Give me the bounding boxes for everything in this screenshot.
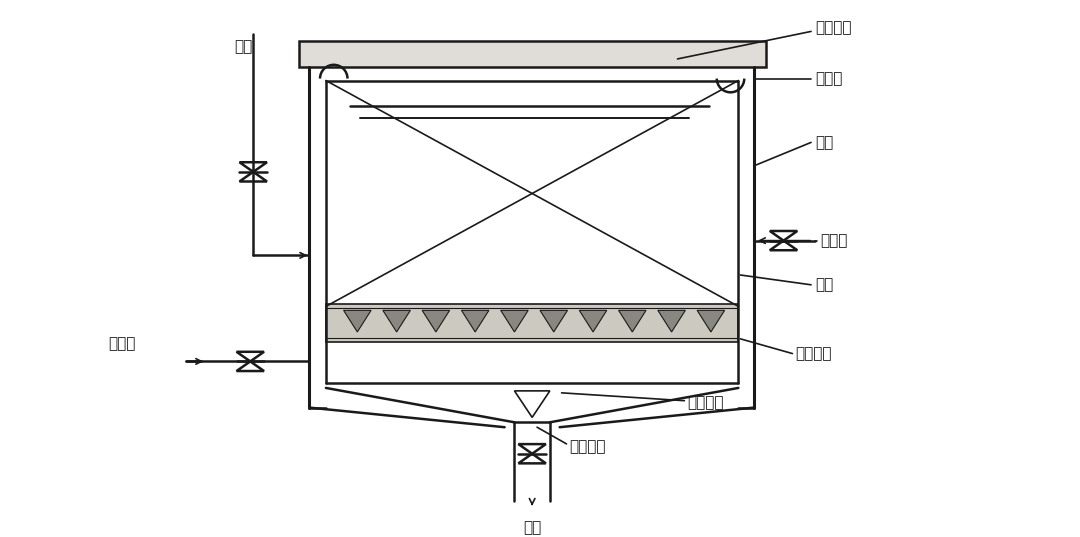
Polygon shape [658, 310, 686, 332]
Polygon shape [461, 310, 489, 332]
Polygon shape [422, 310, 449, 332]
Bar [299, 41, 766, 67]
Text: 格栅支架: 格栅支架 [795, 346, 832, 361]
Polygon shape [579, 310, 607, 332]
Text: 进水装置: 进水装置 [569, 439, 606, 454]
Text: 布气装置: 布气装置 [687, 395, 724, 410]
Polygon shape [343, 310, 372, 332]
Bar [326, 304, 739, 342]
Text: 稳定水层: 稳定水层 [815, 20, 851, 35]
Polygon shape [540, 310, 567, 332]
Text: 排泥: 排泥 [523, 520, 541, 535]
Text: 原污水: 原污水 [108, 336, 135, 351]
Text: 填料: 填料 [815, 277, 834, 292]
Polygon shape [501, 310, 528, 332]
Text: 空气: 空气 [234, 39, 253, 54]
Polygon shape [619, 310, 646, 332]
Text: 处理水: 处理水 [820, 233, 848, 248]
Text: 池体: 池体 [815, 135, 834, 150]
Polygon shape [697, 310, 725, 332]
Polygon shape [383, 310, 410, 332]
Text: 出水渠: 出水渠 [815, 71, 842, 86]
